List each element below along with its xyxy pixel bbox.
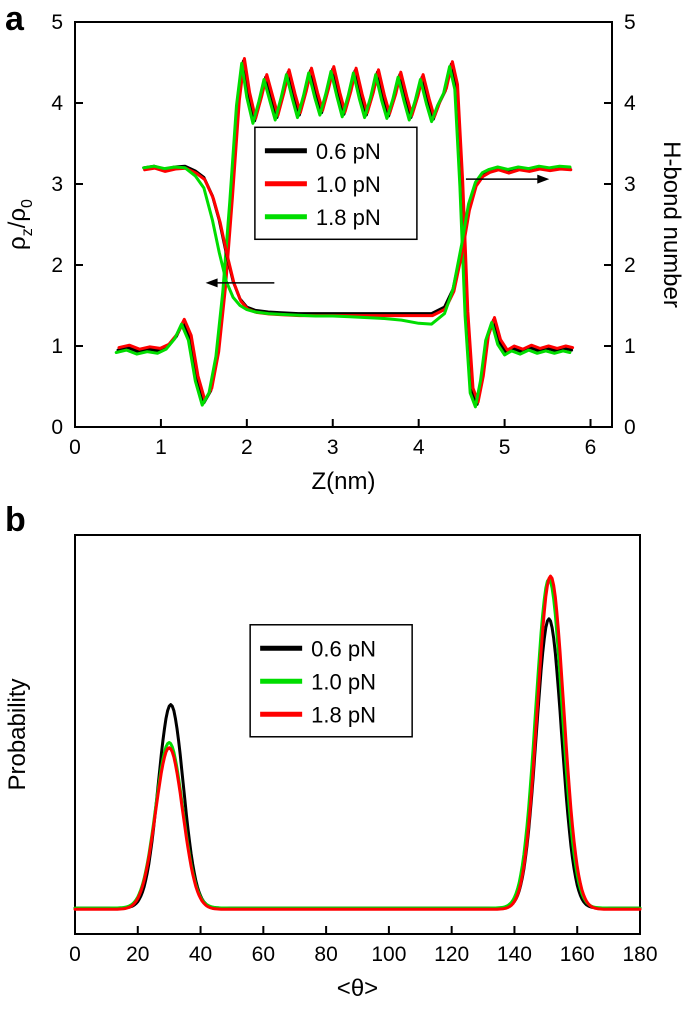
svg-text:5: 5	[624, 11, 636, 34]
svg-text:1.8 pN: 1.8 pN	[316, 205, 381, 230]
svg-text:1: 1	[155, 436, 167, 459]
svg-text:1.0 pN: 1.0 pN	[316, 172, 381, 197]
svg-text:1: 1	[51, 335, 63, 358]
panel-a-label: a	[5, 0, 24, 38]
svg-text:120: 120	[434, 943, 469, 966]
svg-text:60: 60	[252, 943, 275, 966]
chart-panel-b: 0 20 40 60 80 100 120 140 160 180 <θ> Probability 0.…	[4, 534, 658, 1002]
svg-text:5: 5	[499, 436, 511, 459]
svg-text:1.8 pN: 1.8 pN	[311, 702, 376, 727]
svg-text:3: 3	[51, 173, 63, 196]
svg-text:160: 160	[560, 943, 595, 966]
svg-text:1.0 pN: 1.0 pN	[311, 669, 376, 694]
chart-panel-a: 0 1 2 3 4 5 6 0 1 2 3 4 5 0 1 2 3 4 5 Z(nm) ρz/ρ0 H-bond numb…	[4, 11, 685, 495]
svg-text:0: 0	[69, 436, 81, 459]
svg-text:0: 0	[624, 416, 636, 439]
panel-b-label: b	[5, 501, 26, 539]
svg-text:140: 140	[497, 943, 532, 966]
svg-text:0: 0	[69, 943, 81, 966]
svg-text:5: 5	[51, 11, 63, 34]
svg-text:1: 1	[624, 335, 636, 358]
svg-text:180: 180	[622, 943, 657, 966]
svg-text:0.6 pN: 0.6 pN	[311, 636, 376, 661]
svg-text:Z(nm): Z(nm)	[312, 468, 376, 495]
svg-text:3: 3	[327, 436, 339, 459]
svg-text:3: 3	[624, 173, 636, 196]
svg-text:4: 4	[624, 92, 636, 115]
svg-text:H-bond number: H-bond number	[658, 141, 685, 308]
svg-text:20: 20	[126, 943, 149, 966]
svg-text:100: 100	[371, 943, 406, 966]
svg-text:ρz/ρ0: ρz/ρ0	[4, 199, 36, 250]
svg-text:0.6 pN: 0.6 pN	[316, 139, 381, 164]
svg-text:2: 2	[51, 254, 63, 277]
svg-text:0: 0	[51, 416, 63, 439]
svg-text:4: 4	[51, 92, 63, 115]
svg-text:<θ>: <θ>	[337, 975, 378, 1002]
svg-text:4: 4	[413, 436, 425, 459]
svg-text:2: 2	[241, 436, 253, 459]
svg-text:Probability: Probability	[4, 678, 31, 790]
svg-text:40: 40	[189, 943, 212, 966]
svg-text:6: 6	[585, 436, 597, 459]
svg-text:80: 80	[314, 943, 337, 966]
svg-text:2: 2	[624, 254, 636, 277]
